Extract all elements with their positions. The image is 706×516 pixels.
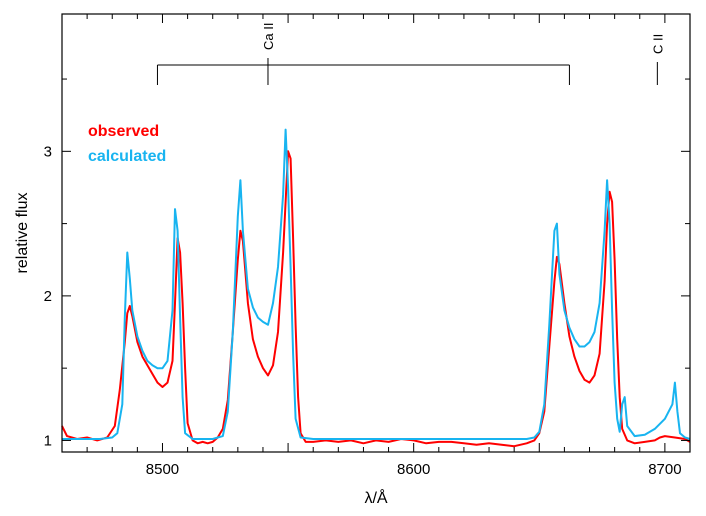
x-tick-label: 8700 (648, 461, 681, 478)
y-tick-label: 2 (44, 288, 52, 305)
legend-label-calculated: calculated (88, 148, 166, 165)
y-tick-label: 1 (44, 432, 52, 449)
series-line-observed (61, 150, 691, 448)
y-tick-label: 3 (44, 143, 52, 160)
line-marker-label: C II (650, 34, 665, 54)
legend-label-observed: observed (88, 123, 159, 140)
y-axis-label: relative flux (14, 193, 31, 274)
line-marker-label: Ca II (261, 23, 276, 50)
x-axis-label: λ/Å (364, 488, 387, 507)
series-line-calculated (62, 128, 691, 440)
x-tick-label: 8500 (146, 461, 179, 478)
x-tick-label: 8600 (397, 461, 430, 478)
plot-frame (61, 13, 691, 453)
